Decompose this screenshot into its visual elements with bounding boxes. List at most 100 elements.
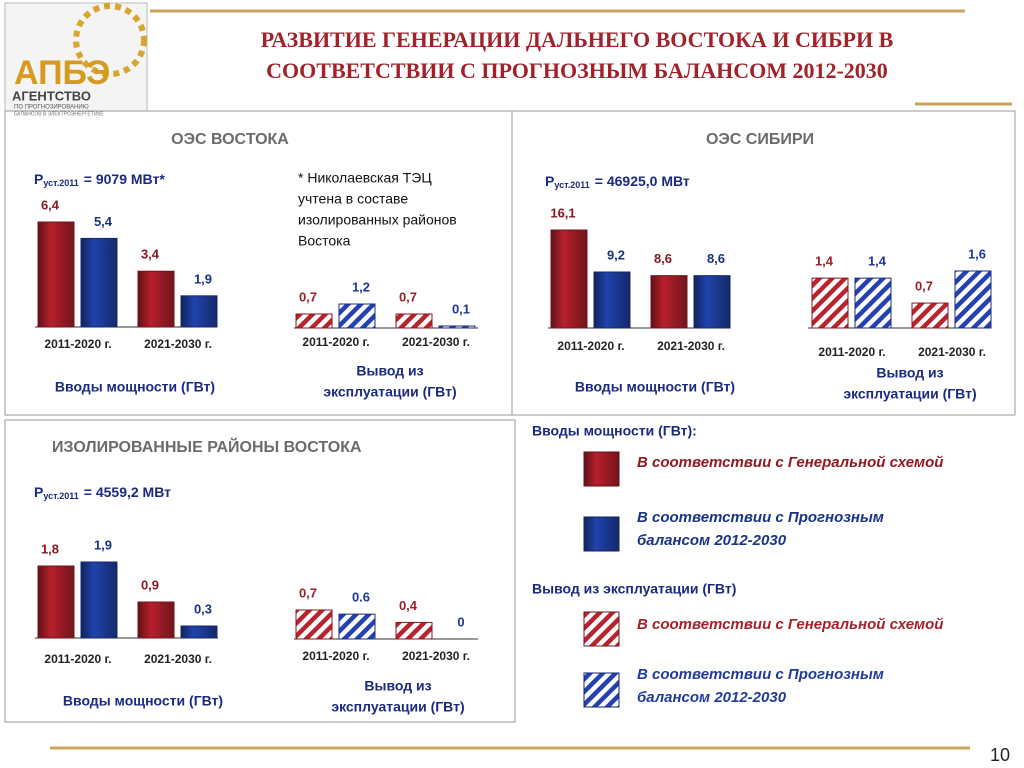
- logo-sub: БАЛАНСОВ В ЭЛЕКТРОЭНЕРГЕТИКЕ: [14, 111, 104, 117]
- value-label: 0: [457, 614, 464, 629]
- bar: [650, 275, 688, 329]
- value-label: 8,6: [654, 251, 672, 266]
- bar: [295, 609, 333, 640]
- legend-swatch: [583, 516, 620, 552]
- value-label: 16,1: [550, 205, 575, 220]
- installed-capacity: Pуст.2011 = 46925,0 МВт: [545, 173, 690, 191]
- category-label: 2021-2030 г.: [144, 652, 212, 666]
- bar: [338, 303, 376, 329]
- title: СООТВЕТСТВИИ С ПРОГНОЗНЫМ БАЛАНСОМ 2012-…: [266, 58, 888, 83]
- category-label: 2011-2020 г.: [302, 335, 369, 349]
- legend-label: балансом 2012-2030: [637, 532, 787, 549]
- legend-heading: Вывод из эксплуатации (ГВт): [532, 581, 736, 597]
- bar: [137, 601, 175, 639]
- bar: [550, 229, 588, 329]
- value-label: 0,1: [452, 301, 470, 316]
- value-label: 9,2: [607, 247, 625, 262]
- bar: [80, 561, 118, 639]
- logo-box: [4, 2, 148, 112]
- value-label: 1,2: [352, 279, 370, 294]
- legend-label: В соответствии с Прогнозным: [637, 666, 884, 683]
- legend-label: В соответствии с Генеральной схемой: [637, 616, 943, 633]
- panel-title: ОЭС ВОСТОКА: [171, 131, 289, 148]
- category-label: 2021-2030 г.: [402, 649, 470, 663]
- chart-caption: Вводы мощности (ГВт): [575, 379, 735, 395]
- category-label: 2021-2030 г.: [918, 345, 986, 359]
- value-label: 0,3: [194, 601, 212, 616]
- bar: [911, 302, 949, 329]
- category-label: 2021-2030 г.: [144, 337, 212, 351]
- value-label: 1,4: [815, 254, 834, 269]
- value-label: 0,9: [141, 577, 159, 592]
- legend-label: балансом 2012-2030: [637, 689, 787, 706]
- bar: [80, 237, 118, 328]
- logo-sun: [73, 3, 147, 77]
- category-label: 2021-2030 г.: [402, 335, 470, 349]
- installed-capacity: Pуст.2011 = 9079 МВт*: [34, 171, 165, 189]
- value-label: 3,4: [141, 247, 160, 262]
- value-label: 1,9: [94, 537, 112, 552]
- chart-caption: эксплуатации (ГВт): [331, 699, 464, 715]
- category-label: 2011-2020 г.: [557, 339, 624, 353]
- note: изолированных районов: [298, 212, 457, 228]
- value-label: 0.6: [352, 590, 370, 605]
- panel-title: ИЗОЛИРОВАННЫЕ РАЙОНЫ ВОСТОКА: [52, 437, 362, 456]
- installed-capacity: Pуст.2011 = 4559,2 МВт: [34, 484, 171, 502]
- chart-caption: Вводы мощности (ГВт): [63, 693, 223, 709]
- bar: [338, 613, 376, 640]
- value-label: 1,8: [41, 541, 59, 556]
- bar: [693, 275, 731, 329]
- bar: [811, 277, 849, 329]
- category-label: 2021-2030 г.: [657, 339, 725, 353]
- bar: [37, 565, 75, 639]
- value-label: 0,7: [915, 279, 933, 294]
- chart-caption: Вывод из: [364, 678, 431, 694]
- legend-label: В соответствии с Прогнозным: [637, 509, 884, 526]
- value-label: 0,7: [399, 289, 417, 304]
- value-label: 1,9: [194, 271, 212, 286]
- bar: [854, 277, 892, 329]
- page-number: 10: [990, 745, 1010, 765]
- logo-mark: АПБЭ: [14, 54, 110, 92]
- bar: [137, 270, 175, 328]
- bar: [37, 221, 75, 328]
- note: * Николаевская ТЭЦ: [298, 170, 432, 186]
- note: учтена в составе: [298, 191, 408, 207]
- legend-heading: Вводы мощности (ГВт):: [532, 423, 697, 439]
- bar: [593, 271, 631, 329]
- value-label: 1,4: [868, 254, 887, 269]
- category-label: 2011-2020 г.: [302, 649, 369, 663]
- panel: [4, 419, 516, 723]
- title: РАЗВИТИЕ ГЕНЕРАЦИИ ДАЛЬНЕГО ВОСТОКА И СИ…: [261, 27, 894, 52]
- chart-caption: Вывод из: [876, 365, 943, 381]
- legend-swatch: [583, 672, 620, 708]
- value-label: 0,7: [299, 585, 317, 600]
- value-label: 0,7: [299, 289, 317, 304]
- legend-swatch: [583, 611, 620, 647]
- bar: [438, 325, 476, 329]
- bar: [180, 295, 218, 328]
- note: Востока: [298, 233, 351, 249]
- bar: [395, 313, 433, 329]
- chart-caption: эксплуатации (ГВт): [323, 384, 456, 400]
- chart-caption: Вывод из: [356, 363, 423, 379]
- legend-swatch: [583, 451, 620, 487]
- logo-name: АГЕНТСТВО: [12, 88, 91, 103]
- bar: [954, 270, 992, 329]
- bar: [295, 313, 333, 329]
- legend-label: В соответствии с Генеральной схемой: [637, 454, 943, 471]
- value-label: 1,6: [968, 246, 986, 261]
- bar: [180, 625, 218, 639]
- chart-caption: эксплуатации (ГВт): [843, 386, 976, 402]
- logo-sub: ПО ПРОГНОЗИРОВАНИЮ: [14, 105, 89, 111]
- category-label: 2011-2020 г.: [818, 345, 885, 359]
- value-label: 5,4: [94, 214, 113, 229]
- panel-title: ОЭС СИБИРИ: [706, 131, 814, 148]
- chart-caption: Вводы мощности (ГВт): [55, 379, 215, 395]
- value-label: 8,6: [707, 251, 725, 266]
- category-label: 2011-2020 г.: [44, 652, 111, 666]
- value-label: 0,4: [399, 598, 418, 613]
- panel: [511, 110, 1016, 416]
- category-label: 2011-2020 г.: [44, 337, 111, 351]
